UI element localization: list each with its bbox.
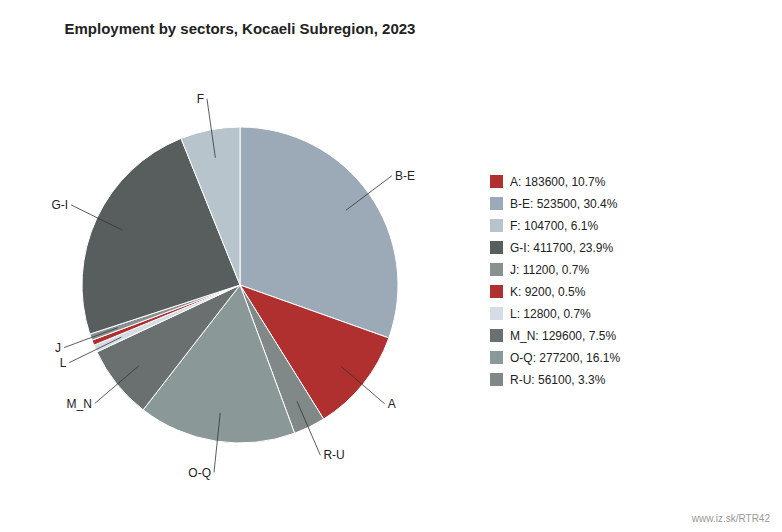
slice-label: A <box>388 397 396 411</box>
slice-label: F <box>197 92 204 106</box>
leader-line <box>346 176 392 211</box>
legend-swatch <box>490 175 503 188</box>
legend-item: M_N: 129600, 7.5% <box>490 329 616 343</box>
legend-item: F: 104700, 6.1% <box>490 219 598 233</box>
legend-item: A: 183600, 10.7% <box>490 175 606 189</box>
legend-label: O-Q: 277200, 16.1% <box>510 351 620 365</box>
legend-item: B-E: 523500, 30.4% <box>490 197 618 211</box>
slice-label: M_N <box>67 397 92 411</box>
watermark: www.iz.sk/RTR42 <box>691 513 771 524</box>
slice-label: J <box>55 341 61 355</box>
slice-label: O-Q <box>188 466 211 480</box>
slice-label: R-U <box>323 448 344 462</box>
chart: Employment by sectors, Kocaeli Subregion… <box>0 0 782 532</box>
legend-swatch <box>490 241 503 254</box>
legend-label: J: 11200, 0.7% <box>510 263 589 277</box>
leader-line <box>297 401 320 455</box>
pie <box>82 127 398 443</box>
slice-label: L <box>60 356 67 370</box>
legend-item: R-U: 56100, 3.3% <box>490 373 606 387</box>
leader-line <box>95 366 139 403</box>
title: Employment by sectors, Kocaeli Subregion… <box>65 20 416 37</box>
legend-item: J: 11200, 0.7% <box>490 263 589 277</box>
legend-label: B-E: 523500, 30.4% <box>510 197 618 211</box>
legend-label: M_N: 129600, 7.5% <box>510 329 616 343</box>
slice-labels: B-E A R-U O-Q M_N LJ G-I F <box>51 92 414 480</box>
legend: A: 183600, 10.7% B-E: 523500, 30.4% F: 104… <box>490 175 620 387</box>
legend-label: G-I: 411700, 23.9% <box>510 241 614 255</box>
legend-swatch <box>490 197 503 210</box>
leader-line <box>64 328 118 348</box>
leader-line <box>207 99 215 158</box>
leader-line <box>69 337 121 362</box>
legend-item: L: 12800, 0.7% <box>490 307 591 321</box>
legend-item: G-I: 411700, 23.9% <box>490 241 614 255</box>
legend-item: O-Q: 277200, 16.1% <box>490 351 620 365</box>
legend-swatch <box>490 285 503 298</box>
leader-line <box>214 413 220 472</box>
legend-label: K: 9200, 0.5% <box>510 285 586 299</box>
legend-swatch <box>490 307 503 320</box>
legend-label: A: 183600, 10.7% <box>510 175 606 189</box>
legend-swatch <box>490 373 503 386</box>
legend-label: F: 104700, 6.1% <box>510 219 598 233</box>
legend-swatch <box>490 219 503 232</box>
legend-swatch <box>490 329 503 342</box>
pie-slice <box>181 127 240 285</box>
legend-swatch <box>490 351 503 364</box>
leader-line <box>71 205 122 230</box>
slice-label: G-I <box>51 198 68 212</box>
legend-label: R-U: 56100, 3.3% <box>510 373 606 387</box>
leader-line <box>341 366 385 404</box>
slice-label: B-E <box>395 169 415 183</box>
legend-label: L: 12800, 0.7% <box>510 307 591 321</box>
legend-swatch <box>490 263 503 276</box>
legend-item: K: 9200, 0.5% <box>490 285 586 299</box>
